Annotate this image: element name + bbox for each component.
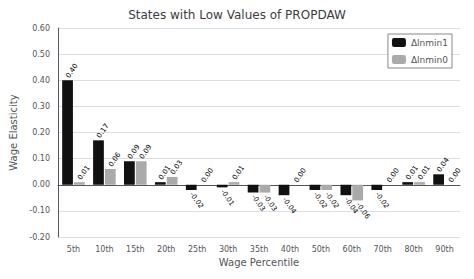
svg-text:0.60: 0.60 [32,24,50,33]
svg-text:-0.02: -0.02 [188,191,205,210]
svg-text:0.01: 0.01 [416,164,432,181]
svg-text:0.00: 0.00 [385,167,401,184]
svg-text:-0.03: -0.03 [249,193,267,213]
svg-text:0.50: 0.50 [32,50,50,59]
svg-text:States with Low Values of PROP: States with Low Values of PROPDAW [128,8,346,22]
svg-text:35th: 35th [250,245,268,254]
svg-text:-0.06: -0.06 [354,201,371,221]
svg-text:5th: 5th [67,245,80,254]
svg-text:0.01: 0.01 [404,164,420,182]
svg-text:-0.03: -0.03 [262,193,279,212]
svg-text:0.10: 0.10 [32,154,50,163]
svg-text:0.06: 0.06 [107,151,123,169]
svg-text:0.04: 0.04 [435,156,451,174]
svg-text:50th: 50th [312,245,330,254]
svg-text:0.00: 0.00 [447,167,463,184]
svg-text:0.00: 0.00 [293,167,309,184]
svg-text:0.30: 0.30 [32,102,50,111]
svg-text:Δlnmin0: Δlnmin0 [411,55,448,65]
svg-text:30th: 30th [219,245,237,254]
svg-text:-0.02: -0.02 [374,191,391,210]
svg-text:10th: 10th [95,245,113,254]
svg-text:Δlnmin1: Δlnmin1 [411,38,448,48]
svg-text:0.40: 0.40 [32,76,50,85]
svg-text:0.00: 0.00 [200,167,216,184]
svg-text:Wage Percentile: Wage Percentile [219,257,299,268]
svg-text:-0.02: -0.02 [311,190,329,211]
svg-text:60th: 60th [343,245,361,254]
svg-text:0.09: 0.09 [126,143,142,161]
svg-text:-0.20: -0.20 [29,233,50,242]
svg-text:-0.02: -0.02 [323,191,340,210]
svg-text:20th: 20th [157,245,175,254]
svg-text:-0.04: -0.04 [281,196,298,216]
svg-text:0.40: 0.40 [64,62,80,79]
svg-text:-0.01: -0.01 [219,188,236,207]
svg-text:40th: 40th [281,245,299,254]
svg-text:0.01: 0.01 [231,164,247,181]
svg-text:15th: 15th [126,245,144,254]
svg-text:0.00: 0.00 [32,180,50,189]
svg-text:-0.04: -0.04 [342,195,360,216]
svg-text:90th: 90th [435,245,453,254]
svg-text:-0.10: -0.10 [29,206,50,215]
svg-text:0.17: 0.17 [95,122,111,139]
svg-text:0.20: 0.20 [32,128,50,137]
svg-text:70th: 70th [373,245,391,254]
svg-text:Wage Elasticity: Wage Elasticity [8,94,19,170]
svg-text:0.01: 0.01 [157,164,173,182]
svg-text:0.01: 0.01 [76,164,92,181]
svg-text:0.03: 0.03 [169,159,185,176]
svg-text:25th: 25th [188,245,206,254]
svg-text:80th: 80th [404,245,422,254]
svg-text:0.09: 0.09 [138,143,154,160]
